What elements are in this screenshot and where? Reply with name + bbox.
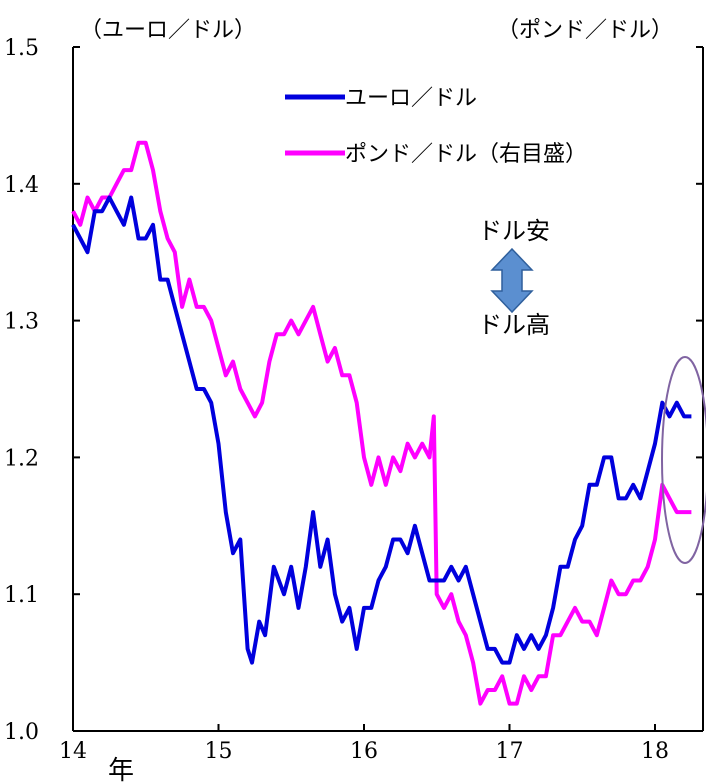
y-left-tick-label: 1.5 — [4, 36, 39, 61]
series-line-euro-dollar — [71, 195, 692, 665]
legend-label-pound: ポンド／ドル（右目盛） — [345, 142, 587, 167]
y-left-tick-label: 1.0 — [4, 720, 39, 745]
highlight-ellipse — [661, 356, 706, 564]
legend: ユーロ／ドル ポンド／ドル（右目盛） — [285, 86, 587, 167]
x-tick-label: 15 — [204, 739, 232, 764]
updown-arrow-icon — [490, 247, 534, 314]
annotation-dollar-strong: ドル高 — [478, 311, 550, 339]
x-ticks: 14 15 16 17 18 — [59, 724, 669, 764]
series-line-pound-dollar — [71, 140, 692, 706]
y-left-tick-label: 1.1 — [4, 583, 39, 608]
x-tick-label: 17 — [495, 739, 523, 764]
y-left-tick-label: 1.3 — [4, 310, 39, 335]
left-axis-label: （ユーロ／ドル） — [80, 18, 256, 43]
x-tick-label: 14 — [59, 739, 87, 764]
y-right-ticks — [696, 46, 703, 732]
y-left-tick-label: 1.4 — [4, 173, 39, 198]
x-tick-label: 18 — [641, 739, 669, 764]
x-unit-label: 年 — [108, 756, 134, 783]
annotation-dollar-weak: ドル安 — [478, 217, 550, 245]
right-axis-label: （ポンド／ドル） — [497, 18, 673, 43]
y-left-ticks: 1.0 1.1 1.2 1.3 1.4 1.5 — [4, 36, 80, 745]
y-left-tick-label: 1.2 — [4, 446, 39, 471]
legend-label-euro: ユーロ／ドル — [345, 86, 477, 111]
series-layer — [71, 140, 692, 706]
x-tick-label: 16 — [350, 739, 378, 764]
